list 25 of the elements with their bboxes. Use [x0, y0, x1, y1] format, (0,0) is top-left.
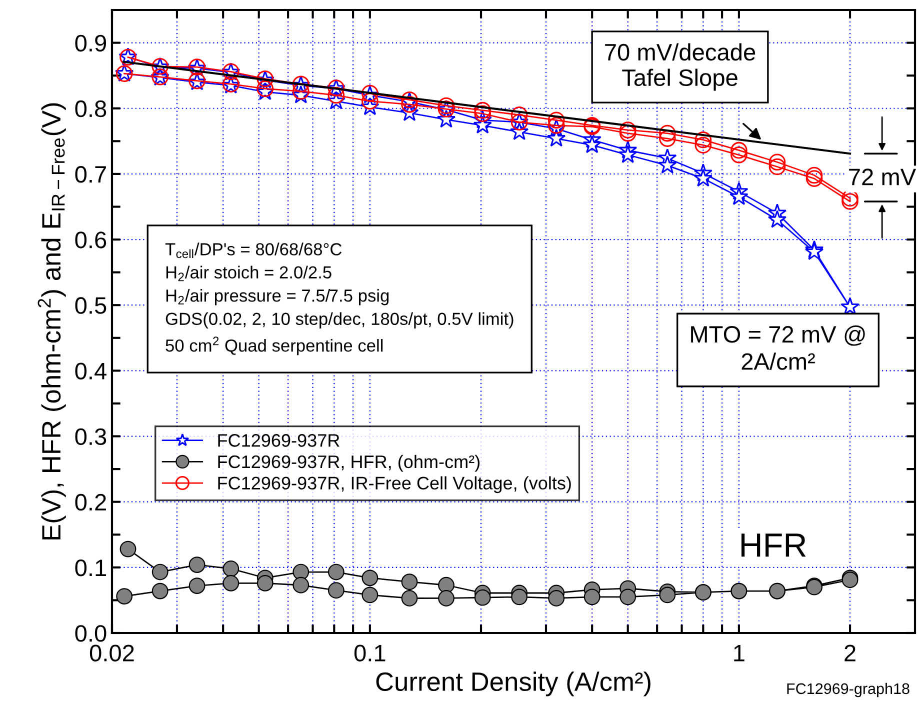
x-tick-label: 1 — [734, 644, 744, 662]
y-tick-label: 0.6 — [75, 232, 106, 248]
y-tick-label: 0.1 — [75, 559, 106, 576]
y-tick-label: 0.2 — [75, 494, 106, 511]
text: FC12969-graph18 — [787, 682, 910, 698]
text: T$_{cell}$/DP's = 80/68/68°C H$_{2}$/air stoich = 2.0/2.5 H$_{2}$/air pressure = 7.5/7.5 psig GDS(0.02, 2, 10 step/dec, 180s/pt, 0.5V limit) 50 cm$^{2}$ Quad serpentine cell — [165, 242, 514, 356]
y-tick-label: 0.8 — [75, 100, 106, 118]
annotation: HFR — [741, 534, 806, 557]
y-tick-label: 0.4 — [75, 362, 106, 380]
x-tick-label: 0.1 — [354, 644, 386, 662]
x-axis-title: Current Density (A/cm²) — [376, 672, 650, 696]
y-tick-label: 0.5 — [75, 297, 106, 314]
y-tick-label: 0.7 — [75, 166, 106, 183]
x-tick-label: 0.02 — [90, 644, 134, 662]
y-axis-title: E(V), HFR (ohm-cm$^{2}$) and E$_{IR−Free}$(V) — [38, 103, 66, 540]
legend-label: FC12969-937R, IR-Free Cell Voltage, (volts) — [218, 476, 571, 494]
legend-label: FC12969-937R, HFR, (ohm-cm²) — [218, 454, 480, 472]
y-tick-label: 0.0 — [75, 625, 106, 642]
annotation: 72 mV — [849, 168, 916, 186]
x-tick-label: 2 — [844, 644, 856, 662]
annotation: 70 mV/decade Tafel Slope — [605, 43, 756, 91]
legend-label: FC12969-937R — [218, 434, 340, 447]
annotation: MTO = 72 mV @ 2A/cm² — [691, 325, 865, 370]
y-tick-label: 0.3 — [75, 428, 106, 446]
y-tick-label: 0.9 — [75, 34, 106, 52]
